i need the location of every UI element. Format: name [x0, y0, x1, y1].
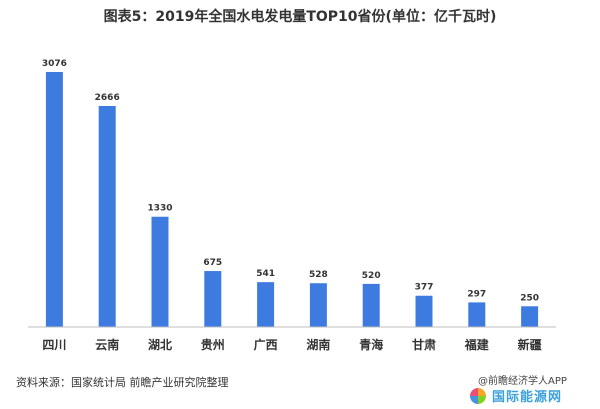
x-tick-label: 湖南: [306, 337, 330, 352]
x-tick-label: 福建: [464, 337, 490, 352]
data-label: 528: [309, 270, 328, 280]
x-tick-label: 四川: [42, 338, 66, 352]
source-note: 资料来源：国家统计局 前瞻产业研究院整理: [16, 376, 229, 389]
data-label: 3076: [42, 59, 67, 69]
x-tick-label: 贵州: [201, 337, 225, 352]
bar: [309, 283, 327, 327]
x-tick-label: 云南: [95, 337, 119, 352]
bar: [415, 295, 433, 327]
x-tick-label: 青海: [359, 337, 383, 352]
data-label: 1330: [147, 204, 172, 214]
bar: [468, 302, 486, 327]
x-tick-label: 广西: [254, 337, 278, 352]
bar: [98, 105, 116, 327]
data-label: 250: [520, 293, 539, 303]
x-tick-label: 新疆: [518, 337, 542, 352]
data-label: 377: [415, 283, 434, 293]
bar: [257, 282, 275, 327]
data-label: 520: [362, 271, 381, 281]
data-label: 541: [256, 269, 275, 279]
data-label: 675: [203, 258, 222, 268]
data-label: 2666: [95, 93, 120, 103]
bar: [204, 271, 222, 327]
data-label: 297: [467, 289, 486, 299]
bar: [151, 216, 169, 327]
x-tick-label: 甘肃: [412, 337, 436, 352]
bar: [521, 306, 539, 327]
brand-logo-icon: [470, 388, 486, 404]
bar: [362, 283, 380, 327]
chart-title: 图表5：2019年全国水电发电量TOP10省份(单位：亿千瓦时): [103, 9, 497, 25]
brand-app-label: @前瞻经济学人APP: [478, 376, 567, 387]
x-tick-label: 湖北: [148, 337, 172, 352]
bar: [45, 72, 63, 327]
brand-logo-text: 国际能源网: [492, 390, 563, 405]
